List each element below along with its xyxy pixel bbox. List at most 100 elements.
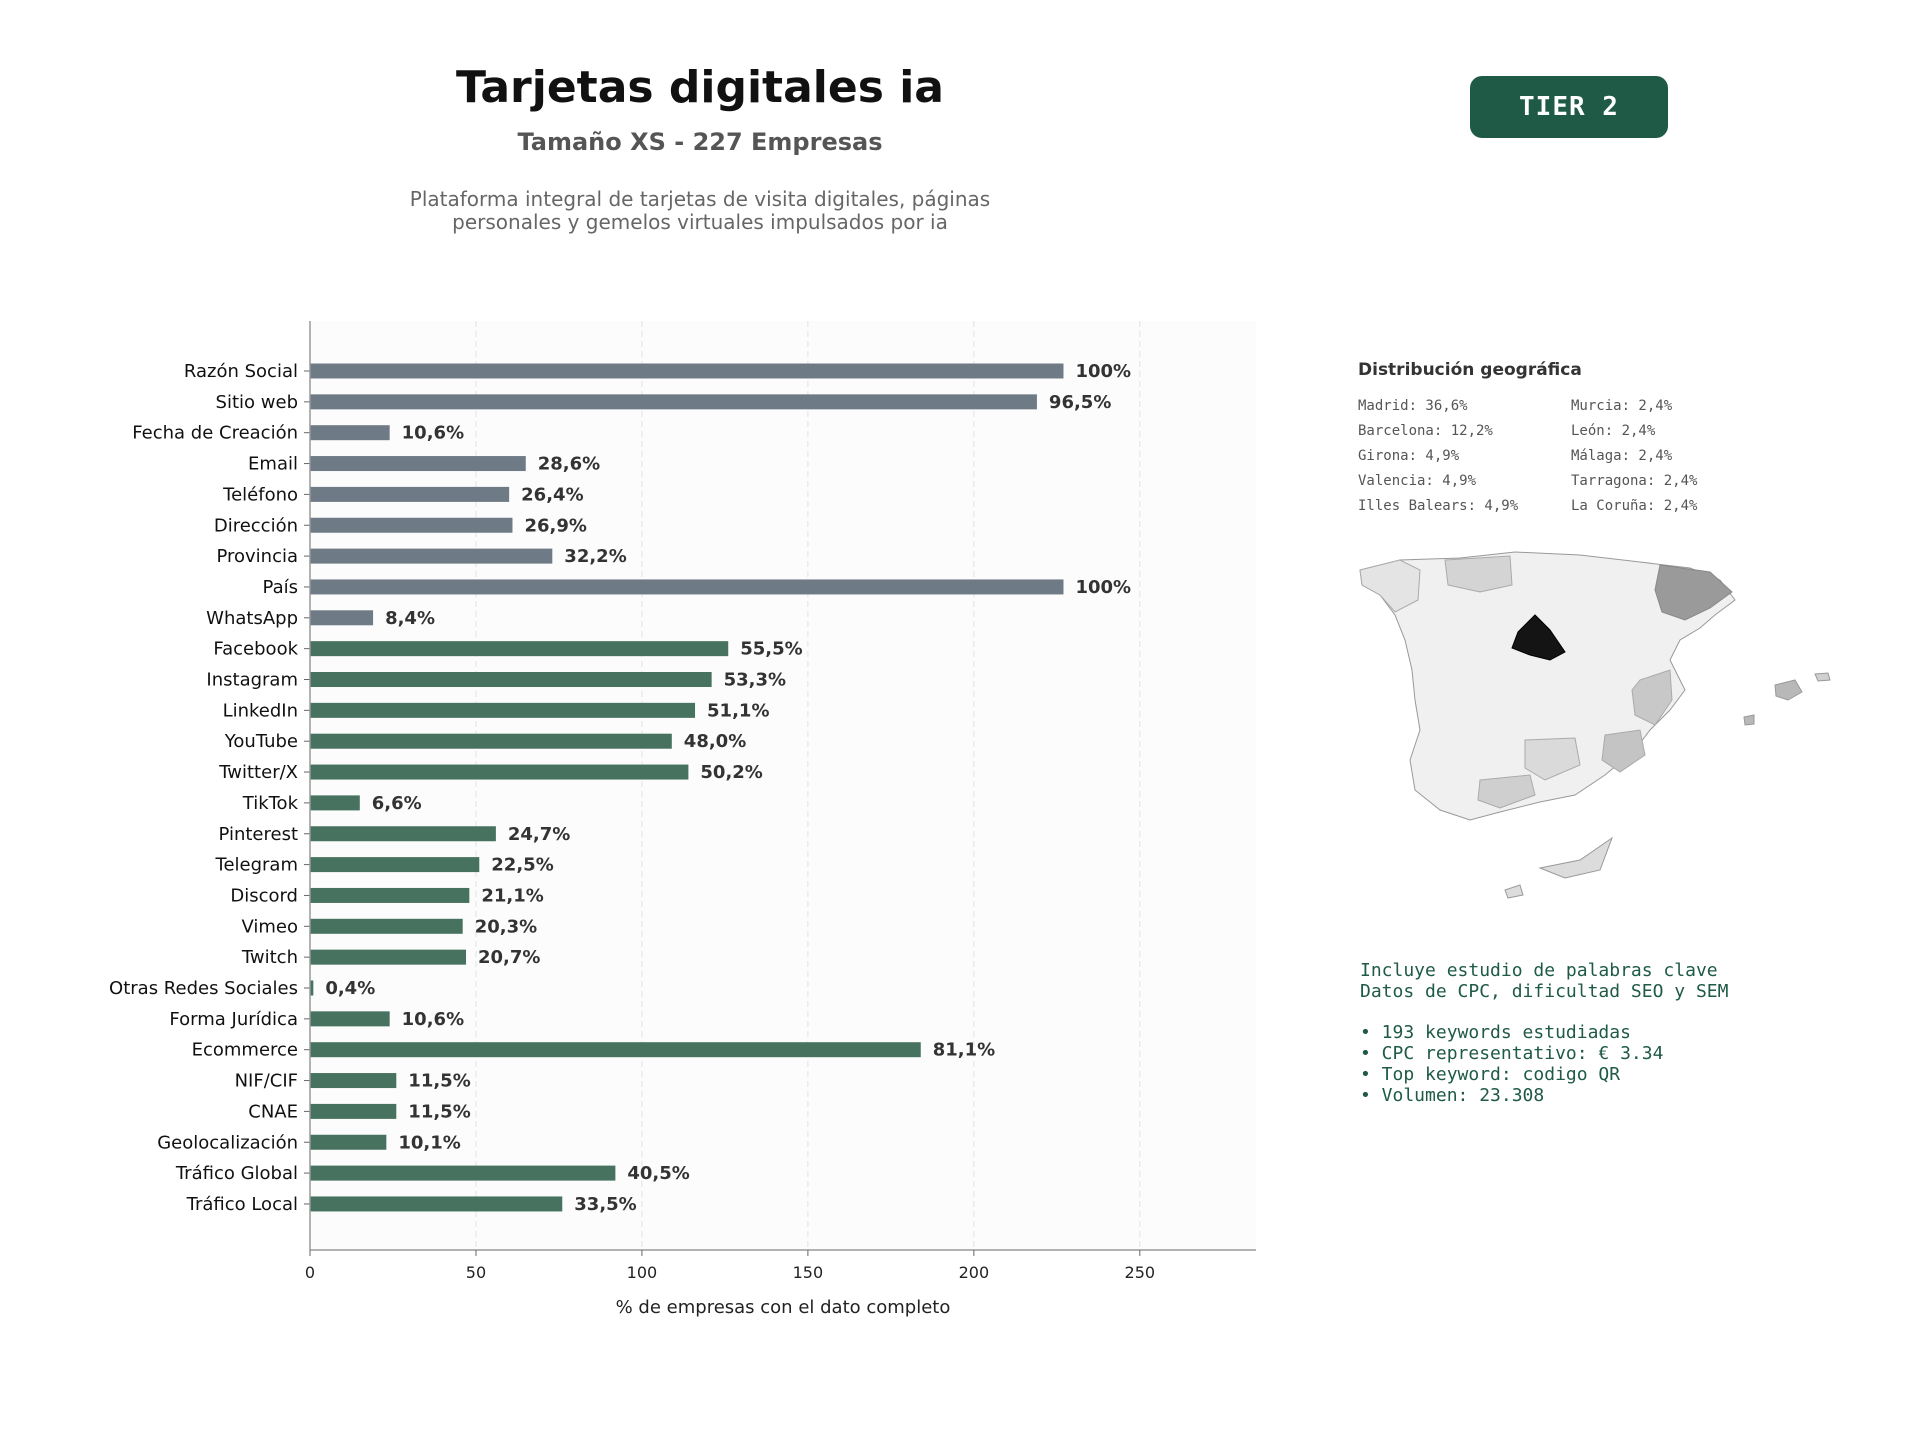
- bar-value-label: 28,6%: [538, 454, 600, 475]
- bar-value-label: 53,3%: [724, 670, 786, 691]
- region-baleares: [1774, 679, 1803, 701]
- bar: [310, 980, 314, 996]
- region-canarias-west: [1504, 884, 1524, 899]
- bar: [310, 1073, 397, 1089]
- bars: [310, 363, 1064, 1212]
- x-tick-label: 50: [466, 1263, 486, 1282]
- bar-value-label: 20,3%: [475, 916, 537, 937]
- bar: [310, 826, 496, 842]
- category-label: Sitio web: [216, 392, 298, 413]
- notes-bullet-3: • Top keyword: codigo QR: [1360, 1064, 1621, 1085]
- bar: [310, 857, 480, 873]
- bar: [310, 486, 510, 502]
- description: Plataforma integral de tarjetas de visit…: [350, 188, 1050, 234]
- keywords-notes: Incluye estudio de palabras clave Datos …: [1360, 960, 1728, 1106]
- geo-item: Tarragona: 2,4%: [1571, 473, 1698, 489]
- bar: [310, 1196, 563, 1212]
- category-labels: Razón Social Sitio web Fecha de Creación Em…: [109, 361, 310, 1215]
- category-label: TikTok: [242, 793, 299, 814]
- bar-value-label: 11,5%: [408, 1071, 470, 1092]
- bar-value-label: 21,1%: [481, 885, 543, 906]
- bar: [310, 1042, 921, 1058]
- bar-value-label: 22,5%: [491, 855, 553, 876]
- x-tick-label: 100: [627, 1263, 658, 1282]
- bar: [310, 425, 390, 441]
- x-tick-label: 150: [793, 1263, 824, 1282]
- bar: [310, 1011, 390, 1027]
- bar: [310, 764, 689, 780]
- bar-value-label: 50,2%: [700, 762, 762, 783]
- category-label: NIF/CIF: [235, 1071, 298, 1092]
- notes-bullet-2: • CPC representativo: € 3.34: [1360, 1043, 1664, 1064]
- grid-lines: [475, 321, 1141, 1250]
- bar: [310, 702, 696, 718]
- category-label: Discord: [230, 885, 298, 906]
- geo-item: Barcelona: 12,2%: [1358, 423, 1493, 439]
- category-label: Forma Jurídica: [169, 1009, 298, 1030]
- bar: [310, 517, 513, 533]
- bar: [310, 456, 526, 472]
- geo-item: Madrid: 36,6%: [1358, 398, 1468, 414]
- description-line-1: Plataforma integral de tarjetas de visit…: [409, 187, 991, 211]
- notes-line-2: Datos de CPC, dificultad SEO y SEM: [1360, 981, 1729, 1002]
- bar-value-label: 20,7%: [478, 947, 540, 968]
- bar: [310, 949, 467, 965]
- geo-list: Madrid: 36,6% Murcia: 2,4% Barcelona: 12,2…: [1358, 398, 1818, 514]
- category-label: Vimeo: [241, 916, 298, 937]
- bar-value-label: 55,5%: [740, 639, 802, 660]
- region-catalonia: [1654, 564, 1733, 621]
- category-label: Telegram: [215, 855, 298, 876]
- region-baleares-ibiza: [1743, 714, 1755, 726]
- category-label: Otras Redes Sociales: [109, 978, 298, 999]
- geo-distribution: Distribución geográfica Madrid: 36,6% Mur…: [1358, 360, 1818, 514]
- bar-value-label: 51,1%: [707, 700, 769, 721]
- bar: [310, 795, 360, 811]
- category-label: Instagram: [206, 670, 298, 691]
- value-labels: 100% 96,5% 10,6% 28,6% 26,4% 26,9% 32,2% 100% 8,…: [325, 361, 1131, 1215]
- region-murcia: [1601, 729, 1646, 773]
- page-title: Tarjetas digitales ia: [456, 62, 944, 113]
- category-label: Tráfico Local: [186, 1194, 298, 1215]
- x-tick-label: 200: [959, 1263, 990, 1282]
- bar-value-label: 32,2%: [564, 546, 626, 567]
- bar: [310, 733, 672, 749]
- bar-value-label: 8,4%: [385, 608, 435, 629]
- bar: [310, 918, 463, 934]
- category-label: Teléfono: [222, 484, 298, 505]
- bar-value-label: 0,4%: [325, 978, 375, 999]
- category-label: Email: [248, 454, 298, 475]
- description-line-2: personales y gemelos virtuales impulsado…: [452, 210, 948, 234]
- category-label: Ecommerce: [192, 1040, 298, 1061]
- category-label: Twitch: [241, 947, 298, 968]
- region-leon: [1444, 555, 1513, 593]
- bar-value-label: 10,6%: [402, 1009, 464, 1030]
- page-subtitle: Tamaño XS - 227 Empresas: [517, 128, 883, 156]
- geo-title: Distribución geográfica: [1358, 360, 1582, 380]
- notes-bullet-4: • Volumen: 23.308: [1360, 1085, 1545, 1106]
- geo-item: Málaga: 2,4%: [1571, 448, 1673, 464]
- bar-value-label: 33,5%: [574, 1194, 636, 1215]
- category-label: Twitter/X: [218, 762, 298, 783]
- category-label: Pinterest: [218, 824, 298, 845]
- bar-value-label: 11,5%: [408, 1101, 470, 1122]
- bar-value-label: 6,6%: [372, 793, 422, 814]
- category-label: País: [263, 577, 298, 598]
- region-malaga: [1477, 774, 1536, 809]
- tier-badge: TIER 2: [1470, 76, 1668, 138]
- notes-line-1: Incluye estudio de palabras clave: [1360, 960, 1718, 981]
- x-ticks: 0 50 100 150 200 250: [305, 1250, 1155, 1282]
- plot-background: [310, 321, 1256, 1250]
- bar-value-label: 26,9%: [524, 515, 586, 536]
- category-label: Tráfico Global: [175, 1163, 298, 1184]
- bar: [310, 1134, 387, 1150]
- category-label: Fecha de Creación: [132, 423, 298, 444]
- category-label: Facebook: [213, 639, 298, 660]
- bar: [310, 579, 1064, 595]
- bar: [310, 1103, 397, 1119]
- bar: [310, 1165, 616, 1181]
- bar-value-label: 100%: [1075, 361, 1131, 382]
- geo-item: La Coruña: 2,4%: [1571, 498, 1698, 514]
- category-label: WhatsApp: [206, 608, 298, 629]
- bar-value-label: 96,5%: [1049, 392, 1111, 413]
- bar: [310, 887, 470, 903]
